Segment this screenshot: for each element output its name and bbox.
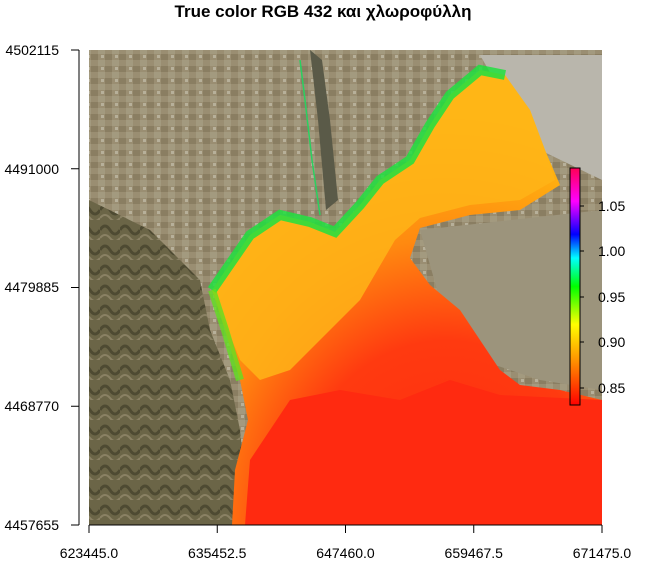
colorbar-label: 0.90 xyxy=(598,334,625,350)
color-legend: 1.05 1.00 0.95 0.90 0.85 xyxy=(569,167,625,406)
hill-terrain-west xyxy=(89,200,250,525)
coastal-fringe xyxy=(207,64,506,293)
deep-water xyxy=(245,380,602,525)
y-tick-label: 4479885 xyxy=(4,279,59,295)
river-channel xyxy=(299,59,321,216)
x-tick-label: 647460.0 xyxy=(316,545,375,561)
chlorophyll-plume xyxy=(212,70,555,380)
y-axis: 4502115 4491000 4479885 4468770 4457655 xyxy=(4,42,80,533)
y-tick-label: 4491000 xyxy=(4,161,59,177)
y-tick-label: 4468770 xyxy=(4,398,59,414)
river-delta xyxy=(310,50,338,210)
colorbar-label: 0.95 xyxy=(598,289,625,305)
x-tick-label: 635452.5 xyxy=(188,545,247,561)
map-title: True color RGB 432 και χλωροφύλλη xyxy=(174,2,472,21)
x-tick-label: 671475.0 xyxy=(573,545,632,561)
x-tick-label: 623445.0 xyxy=(60,545,119,561)
satellite-image xyxy=(89,50,602,525)
coastal-fringe-west xyxy=(208,288,244,382)
colorbar xyxy=(569,167,581,406)
y-tick-label: 4457655 xyxy=(4,517,59,533)
land-east-peninsula xyxy=(420,210,602,390)
x-axis: 623445.0 635452.5 647460.0 659467.5 6714… xyxy=(60,524,632,561)
x-tick-label: 659467.5 xyxy=(445,545,504,561)
colorbar-label: 0.85 xyxy=(598,380,625,396)
colorbar-label: 1.00 xyxy=(598,243,625,259)
y-tick-label: 4502115 xyxy=(6,42,60,58)
colorbar-label: 1.05 xyxy=(598,198,625,214)
